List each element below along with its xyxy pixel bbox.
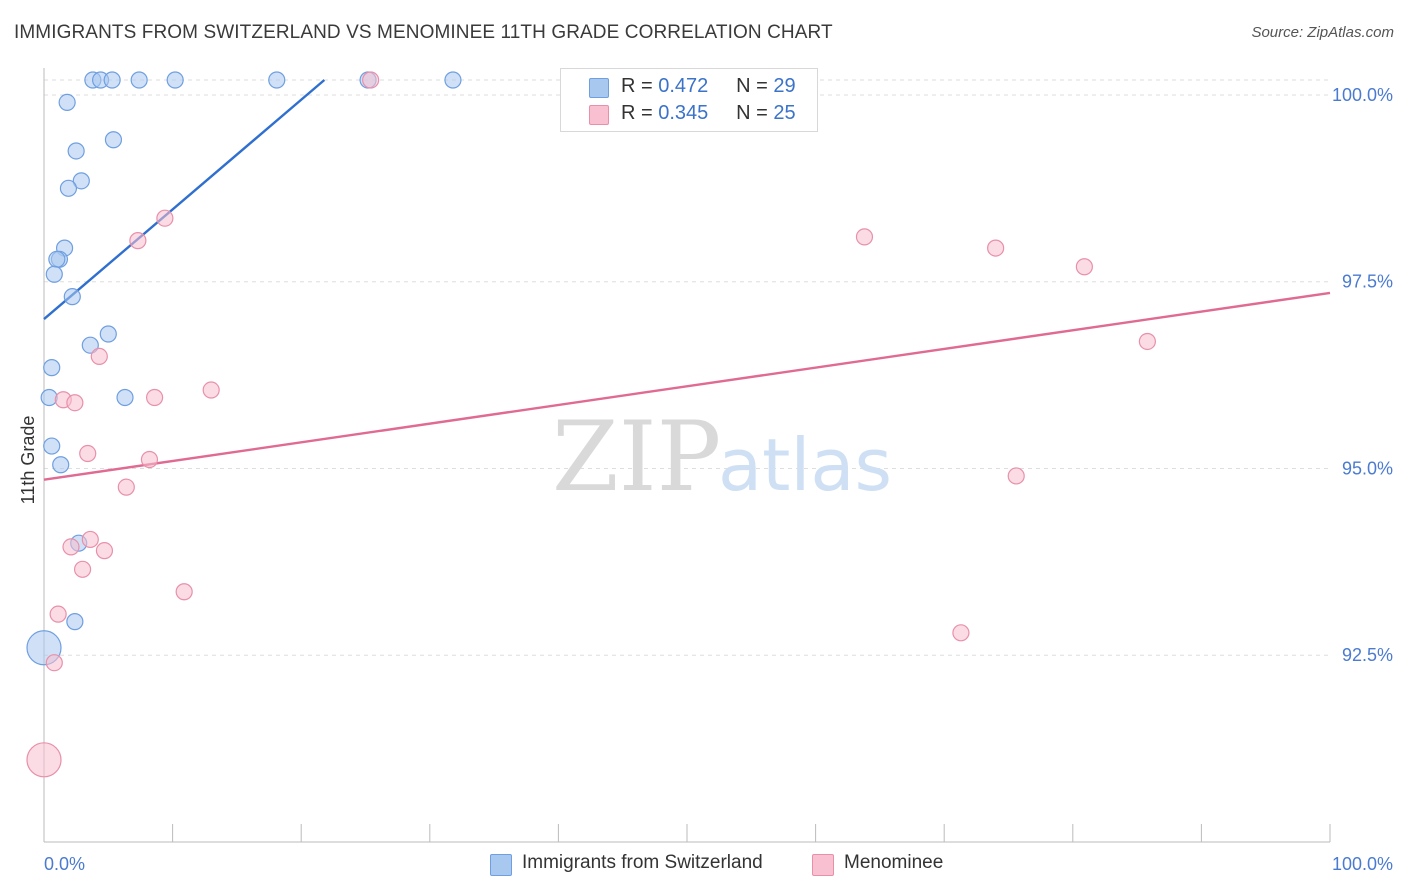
n-label: N = xyxy=(736,75,768,97)
watermark-zip: ZIP xyxy=(552,401,721,513)
point-switzerland xyxy=(268,71,286,89)
source-credit: Source: ZipAtlas.com xyxy=(1251,24,1394,41)
y-axis-label: 11th Grade xyxy=(18,416,38,505)
point-menominee xyxy=(145,388,164,407)
trend-line-menominee xyxy=(43,291,1331,481)
point-menominee xyxy=(79,444,97,463)
point-switzerland xyxy=(58,93,76,112)
point-menominee xyxy=(1075,258,1093,276)
grid-lines xyxy=(44,79,1330,656)
point-switzerland xyxy=(52,456,70,474)
point-switzerland xyxy=(43,359,61,377)
point-switzerland xyxy=(103,71,121,89)
point-menominee xyxy=(45,654,63,672)
point-menominee xyxy=(49,605,67,623)
r-value: 0.472 xyxy=(658,75,709,97)
point-menominee xyxy=(1138,332,1156,351)
y-tick-label: 97.5% xyxy=(1342,272,1393,292)
stats-swatch-menominee xyxy=(589,105,609,125)
n-value: 25 xyxy=(773,102,796,124)
point-switzerland xyxy=(81,336,99,354)
watermark-atlas: atlas xyxy=(718,423,892,507)
point-switzerland xyxy=(45,265,63,283)
point-menominee xyxy=(129,232,147,250)
point-menominee xyxy=(62,538,80,556)
n-label: N = xyxy=(736,102,768,124)
y-tick-label: 95.0% xyxy=(1342,458,1393,478)
point-switzerland xyxy=(59,179,78,197)
point-menominee xyxy=(987,239,1005,257)
point-switzerland xyxy=(48,250,66,268)
point-menominee xyxy=(81,530,99,549)
r-label: R = xyxy=(621,75,653,97)
correlation-stats-box: R = 0.472 N = 29 R = 0.345 N = 25 xyxy=(560,68,818,132)
x-tick-label: 100.0% xyxy=(1332,854,1393,874)
point-switzerland xyxy=(40,388,58,407)
r-value: 0.345 xyxy=(658,102,709,124)
legend-label-switzerland: Immigrants from Switzerland xyxy=(522,852,763,873)
point-menominee xyxy=(26,742,62,778)
point-menominee xyxy=(73,560,92,578)
point-menominee xyxy=(202,381,220,399)
chart-legend: Immigrants from Switzerland Menominee xyxy=(0,852,1406,878)
legend-swatch-switzerland xyxy=(490,854,512,876)
point-switzerland xyxy=(66,613,84,631)
data-points xyxy=(26,71,1156,778)
legend-label-menominee: Menominee xyxy=(844,852,944,873)
point-switzerland xyxy=(72,172,90,190)
point-menominee xyxy=(156,209,174,227)
point-switzerland xyxy=(63,288,81,306)
chart-title: IMMIGRANTS FROM SWITZERLAND VS MENOMINEE… xyxy=(14,22,833,43)
point-menominee xyxy=(66,394,84,412)
trend-line-switzerland xyxy=(43,79,326,320)
point-switzerland xyxy=(116,388,134,407)
point-menominee xyxy=(90,347,108,366)
point-switzerland xyxy=(130,71,148,89)
point-menominee xyxy=(952,624,970,642)
legend-swatch-menominee xyxy=(812,854,834,876)
x-tick-label: 0.0% xyxy=(44,854,85,874)
point-menominee xyxy=(95,542,114,560)
point-switzerland xyxy=(166,71,184,89)
point-menominee xyxy=(362,71,380,89)
tick-labels: 100.0% 97.5% 95.0% 92.5% 0.0% 100.0% xyxy=(44,85,1393,874)
point-switzerland xyxy=(43,437,61,455)
point-menominee xyxy=(855,228,874,246)
r-label: R = xyxy=(621,102,653,124)
point-switzerland xyxy=(67,142,85,160)
point-menominee xyxy=(117,478,135,496)
trend-lines xyxy=(43,79,1331,481)
point-menominee xyxy=(175,583,193,601)
point-switzerland xyxy=(104,131,123,149)
axes xyxy=(43,68,1331,843)
point-menominee xyxy=(140,450,159,469)
y-tick-label: 92.5% xyxy=(1342,645,1393,665)
stats-swatch-switzerland xyxy=(589,78,609,98)
point-switzerland xyxy=(99,325,117,343)
n-value: 29 xyxy=(773,75,796,97)
point-switzerland xyxy=(444,71,462,89)
y-tick-label: 100.0% xyxy=(1332,85,1393,105)
point-menominee xyxy=(1007,467,1025,485)
